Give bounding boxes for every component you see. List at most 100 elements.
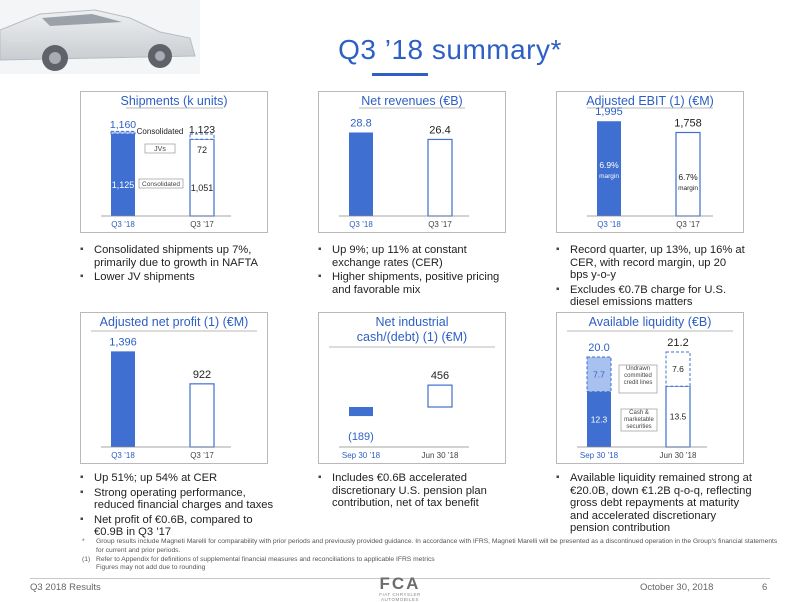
footer-divider (30, 578, 770, 579)
footnote-text: Figures may not add due to rounding (96, 564, 206, 572)
total-shipments-q318: 1,160 (110, 119, 136, 131)
margin-ebit-q318: 6.9% (599, 160, 619, 170)
bullet-item: Higher shipments, positive pricing and f… (318, 271, 518, 296)
xtick-net-revenues-q318: Q3 ’18 (349, 220, 373, 229)
panel-adjusted-ebit: Adjusted EBIT (1) (€M) 1,995 1,758 6.9% … (556, 91, 744, 233)
total-shipments-q317: 1,123 (189, 124, 215, 136)
footnotes: * Group results include Magneti Marelli f… (82, 538, 782, 573)
label-liquidity-jun30-cash: 13.5 (670, 412, 687, 422)
panel-title-shipments: Shipments (k units) (120, 94, 228, 108)
bar-shipments-q317-jvs (189, 133, 215, 140)
label-liquidity-sep30-cash: 12.3 (591, 414, 608, 424)
bar-net-revenues-q317 (427, 138, 453, 217)
bar-liquidity-sep30-credit-lines (586, 356, 612, 393)
bullet-item: Lower JV shipments (80, 271, 280, 284)
footer-left-text: Q3 2018 Results (30, 582, 101, 593)
label-shipments-q317-jvs: 72 (197, 145, 207, 155)
xtick-net-profit-q317: Q3 ’17 (190, 451, 214, 460)
bar-net-cash-sep30 (349, 407, 373, 417)
margin-ebit-q317: 6.7% (678, 172, 698, 182)
slide-title: Q3 ’18 summary* (338, 34, 562, 65)
footnote-marker: (1) (82, 555, 91, 563)
bullets-adjusted-ebit: Record quarter, up 13%, up 16% at CER, w… (556, 244, 746, 311)
panel-title-line-1: Net industrial (375, 315, 449, 329)
label-ebit-q317: 1,758 (674, 117, 702, 129)
bullets-available-liquidity: Available liquidity remained strong at €… (556, 472, 756, 537)
bullet-item: Excludes €0.7B charge for U.S. diesel em… (556, 284, 746, 309)
panel-shipments: Shipments (k units) 1,160 1,123 1,125 1,… (80, 91, 268, 233)
xtick-net-cash-jun30: Jun 30 ’18 (422, 451, 459, 460)
label-liquidity-sep30-credit: 7.7 (593, 369, 605, 379)
xtick-liquidity-sep30: Sep 30 ’18 (580, 451, 619, 460)
chart-adjusted-ebit: 1,995 1,758 6.9% margin 6.7% margin Q3 ’… (587, 106, 713, 229)
bullet-item: Net profit of €0.6B, compared to €0.9B i… (80, 514, 280, 539)
panel-available-liquidity: Available liquidity (€B) 20.0 21.2 12.3 … (556, 312, 744, 464)
bar-liquidity-sep30-cash (587, 391, 611, 447)
xtick-shipments-q318: Q3 ’18 (111, 220, 135, 229)
bar-liquidity-jun30-credit-lines (665, 351, 691, 387)
legend-cash-securities: Cash & marketable securities (624, 410, 654, 430)
footnote: * Group results include Magneti Marelli f… (82, 538, 782, 556)
footnote: (1) Refer to Appendix for definitions of … (82, 556, 782, 565)
margin-word-q317: margin (678, 185, 698, 192)
bullets-net-industrial-cash: Includes €0.6B accelerated discretionary… (318, 472, 518, 512)
label-ebit-q318: 1,995 (595, 106, 623, 118)
footnote-text: Group results include Magneti Marelli fo… (96, 538, 778, 554)
footnote: Figures may not add due to rounding (82, 564, 782, 573)
bar-ebit-q317 (675, 131, 701, 217)
bar-shipments-q318-jvs (110, 130, 136, 135)
bullet-item: Strong operating performance, reduced fi… (80, 487, 280, 512)
panel-title-net-revenues: Net revenues (€B) (361, 94, 463, 108)
bullet-item: Up 51%; up 54% at CER (80, 472, 280, 485)
bar-shipments-q318-consolidated (111, 133, 135, 216)
panel-title-available-liquidity: Available liquidity (€B) (588, 315, 712, 329)
bullet-item: Includes €0.6B accelerated discretionary… (318, 472, 518, 510)
panel-title-adjusted-net-profit: Adjusted net profit (1) (€M) (99, 315, 249, 329)
total-liquidity-sep30: 20.0 (588, 342, 609, 354)
chart-net-revenues: 28.8 26.4 Q3 ’18 Q3 ’17 (339, 107, 469, 229)
panel-adjusted-net-profit: Adjusted net profit (1) (€M) 1,396 922 Q… (80, 312, 268, 464)
chart-adjusted-net-profit: 1,396 922 Q3 ’18 Q3 ’17 (91, 330, 257, 460)
legend-consolidated-top: Consolidated (137, 127, 184, 136)
car-image (0, 0, 200, 74)
bar-net-revenues-q318 (349, 132, 373, 216)
label-net-revenues-q318: 28.8 (350, 117, 371, 129)
chart-shipments: 1,160 1,123 1,125 1,051 72 Consolidated … (101, 107, 231, 229)
bar-net-profit-q318 (111, 351, 135, 447)
page-number: 6 (762, 582, 768, 593)
bullets-shipments: Consolidated shipments up 7%, primarily … (80, 244, 280, 286)
label-net-profit-q317: 922 (193, 369, 211, 381)
xtick-net-revenues-q317: Q3 ’17 (428, 220, 452, 229)
fca-logo: FCA FIAT CHRYSLER AUTOMOBILES (360, 574, 440, 602)
bar-net-cash-jun30 (427, 384, 453, 408)
chart-net-industrial-cash: (189) 456 Sep 30 ’18 Jun 30 ’18 (329, 346, 495, 460)
label-liquidity-jun30-credit: 7.6 (672, 364, 684, 374)
title-underline (372, 73, 428, 76)
xtick-net-cash-sep30: Sep 30 ’18 (342, 451, 381, 460)
label-net-profit-q318: 1,396 (109, 336, 137, 348)
panel-net-industrial-cash: Net industrial cash/(debt) (1) (€M) (189… (318, 312, 506, 464)
footer-date: October 30, 2018 (640, 582, 714, 593)
xtick-shipments-q317: Q3 ’17 (190, 220, 214, 229)
logo-subtitle: FIAT CHRYSLER AUTOMOBILES (379, 592, 421, 602)
xtick-liquidity-jun30: Jun 30 ’18 (660, 451, 697, 460)
bullet-item: Up 9%; up 11% at constant exchange rates… (318, 244, 518, 269)
xtick-ebit-q317: Q3 ’17 (676, 220, 700, 229)
bullet-item: Available liquidity remained strong at €… (556, 472, 756, 535)
legend-credit-lines: Undrawn committed credit lines (623, 366, 653, 386)
label-shipments-q318-consolidated: 1,125 (112, 180, 135, 190)
legend-consolidated: Consolidated (142, 181, 180, 188)
legend-jvs: JVs (154, 146, 166, 153)
chart-available-liquidity: 20.0 21.2 12.3 7.7 13.5 7.6 Undrawn comm… (567, 330, 733, 460)
bar-net-profit-q317 (189, 383, 215, 448)
logo-text: FCA (379, 574, 421, 593)
bar-liquidity-jun30-cash (665, 385, 691, 448)
footnote-text: Refer to Appendix for definitions of sup… (96, 555, 435, 563)
margin-word-q318: margin (599, 173, 619, 180)
bullet-item: Record quarter, up 13%, up 16% at CER, w… (556, 244, 746, 282)
label-net-cash-sep30: (189) (348, 431, 374, 443)
bullet-item: Consolidated shipments up 7%, primarily … (80, 244, 280, 269)
panel-title-net-industrial-cash: Net industrial cash/(debt) (1) (€M) (319, 313, 505, 345)
panel-net-revenues: Net revenues (€B) 28.8 26.4 Q3 ’18 Q3 ’1… (318, 91, 506, 233)
bar-ebit-q318 (597, 121, 621, 216)
